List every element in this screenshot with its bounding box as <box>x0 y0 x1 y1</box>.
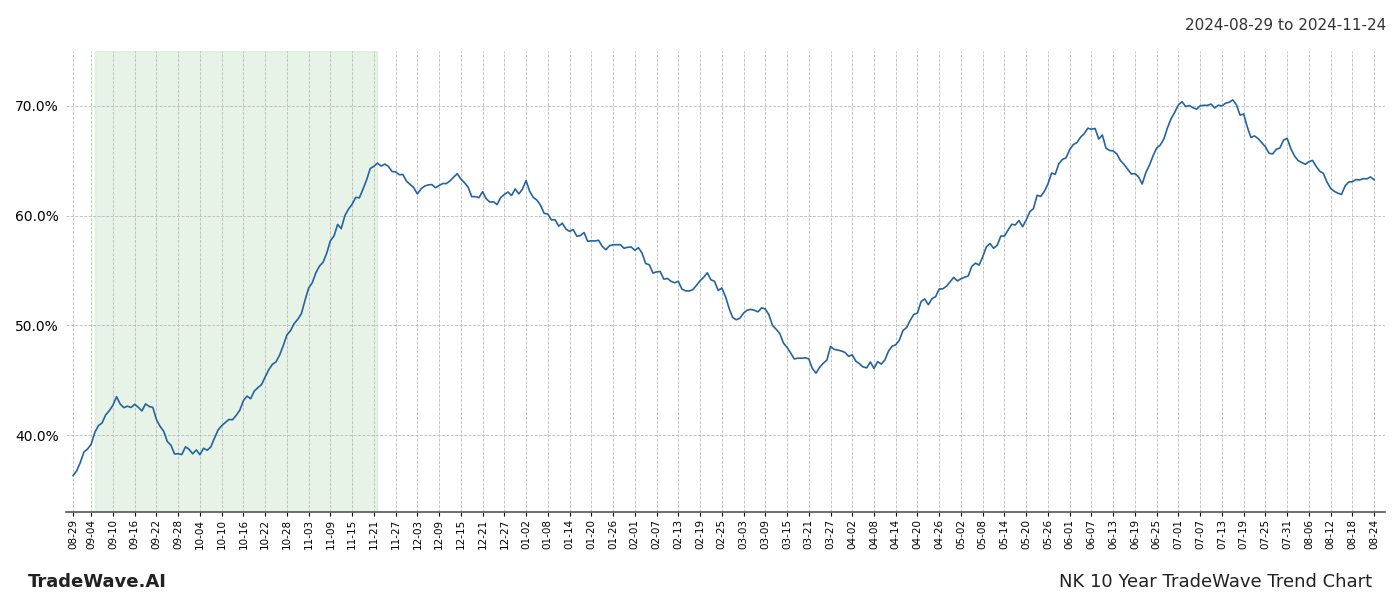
Bar <box>95 51 378 512</box>
Text: TradeWave.AI: TradeWave.AI <box>28 573 167 591</box>
Text: NK 10 Year TradeWave Trend Chart: NK 10 Year TradeWave Trend Chart <box>1058 573 1372 591</box>
Text: 2024-08-29 to 2024-11-24: 2024-08-29 to 2024-11-24 <box>1184 18 1386 33</box>
